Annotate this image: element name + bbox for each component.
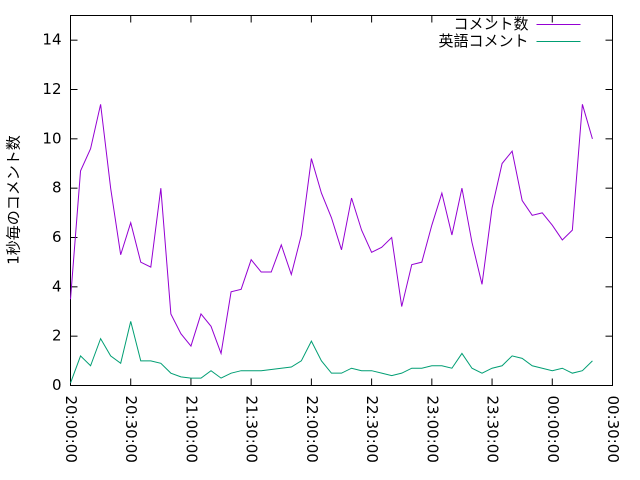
y-tick-label: 2	[52, 327, 62, 345]
x-tick-label: 23:30:00	[484, 396, 502, 463]
x-tick-label: 20:30:00	[122, 396, 140, 463]
series-line	[70, 104, 593, 356]
x-tick-label: 21:00:00	[182, 396, 200, 463]
y-tick-label: 0	[52, 376, 62, 394]
y-tick-label: 6	[52, 228, 62, 246]
x-tick-label: 20:00:00	[62, 396, 80, 463]
plot-border	[70, 15, 613, 386]
legend-label: コメント数	[453, 15, 528, 33]
legend-label: 英語コメント	[438, 32, 528, 50]
y-tick-label: 4	[52, 277, 62, 295]
x-tick-label: 00:00:00	[544, 396, 562, 463]
y-tick-label: 10	[42, 129, 61, 147]
x-tick-label: 21:30:00	[243, 396, 261, 463]
series-line	[70, 321, 593, 384]
y-tick-label: 8	[52, 179, 62, 197]
y-tick-label: 12	[42, 80, 61, 98]
y-tick-label: 14	[42, 31, 61, 49]
x-tick-label: 23:00:00	[423, 396, 441, 463]
x-tick-label: 22:30:00	[363, 396, 381, 463]
y-axis-label: 1秒毎のコメント数	[5, 135, 23, 265]
x-tick-label: 22:00:00	[303, 396, 321, 463]
x-tick-label: 00:30:00	[604, 396, 622, 463]
